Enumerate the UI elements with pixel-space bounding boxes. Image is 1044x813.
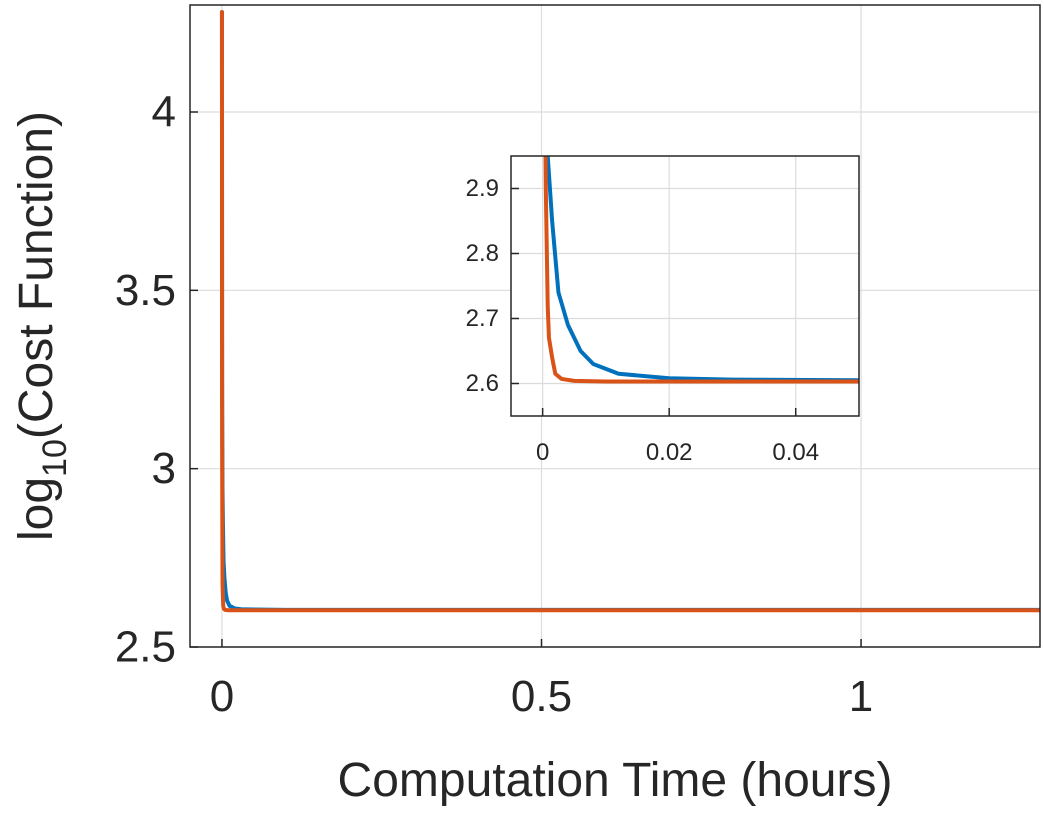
inset-x-tick-label: 0.02 xyxy=(646,439,693,466)
inset-plot-area xyxy=(511,156,859,416)
inset-y-tick-label: 2.7 xyxy=(466,305,499,332)
inset-y-tick-label: 2.8 xyxy=(466,240,499,267)
inset-x-tick-label: 0.04 xyxy=(772,439,819,466)
main-y-tick-label: 4 xyxy=(152,88,176,137)
main-lines xyxy=(219,10,1040,613)
y-axis-label: log10(Cost Function) xyxy=(10,111,74,541)
main-x-tick-label: 0 xyxy=(210,672,234,721)
main-x-tick-label: 1 xyxy=(849,672,873,721)
inset-series-line-2 xyxy=(543,156,859,384)
inset-axes-box xyxy=(510,155,860,417)
main-tick-labels: 0 0.5 1 2.5 3 3.5 4 xyxy=(115,88,873,722)
y-axis-label-subscript: 10 xyxy=(36,439,74,477)
main-x-tick-label: 0.5 xyxy=(511,672,572,721)
inset-lines xyxy=(543,156,859,384)
x-axis-label: Computation Time (hours) xyxy=(338,754,893,807)
main-y-tick-label: 2.5 xyxy=(115,623,176,672)
inset-series-line-1 xyxy=(545,156,859,383)
inset-tick-labels: 0 0.02 0.04 2.6 2.7 2.8 2.9 xyxy=(466,175,819,466)
main-y-tick-label: 3.5 xyxy=(115,266,176,315)
inset-y-tick-label: 2.9 xyxy=(466,175,499,202)
y-axis-label-suffix: (Cost Function) xyxy=(10,111,63,439)
main-y-tick-label: 3 xyxy=(152,444,176,493)
main-axes-box xyxy=(189,4,1041,648)
inset-y-tick-label: 2.6 xyxy=(466,370,499,397)
inset-x-tick-label: 0 xyxy=(536,439,549,466)
y-axis-label-prefix: log xyxy=(10,477,63,541)
main-series-line-2 xyxy=(219,10,1040,613)
